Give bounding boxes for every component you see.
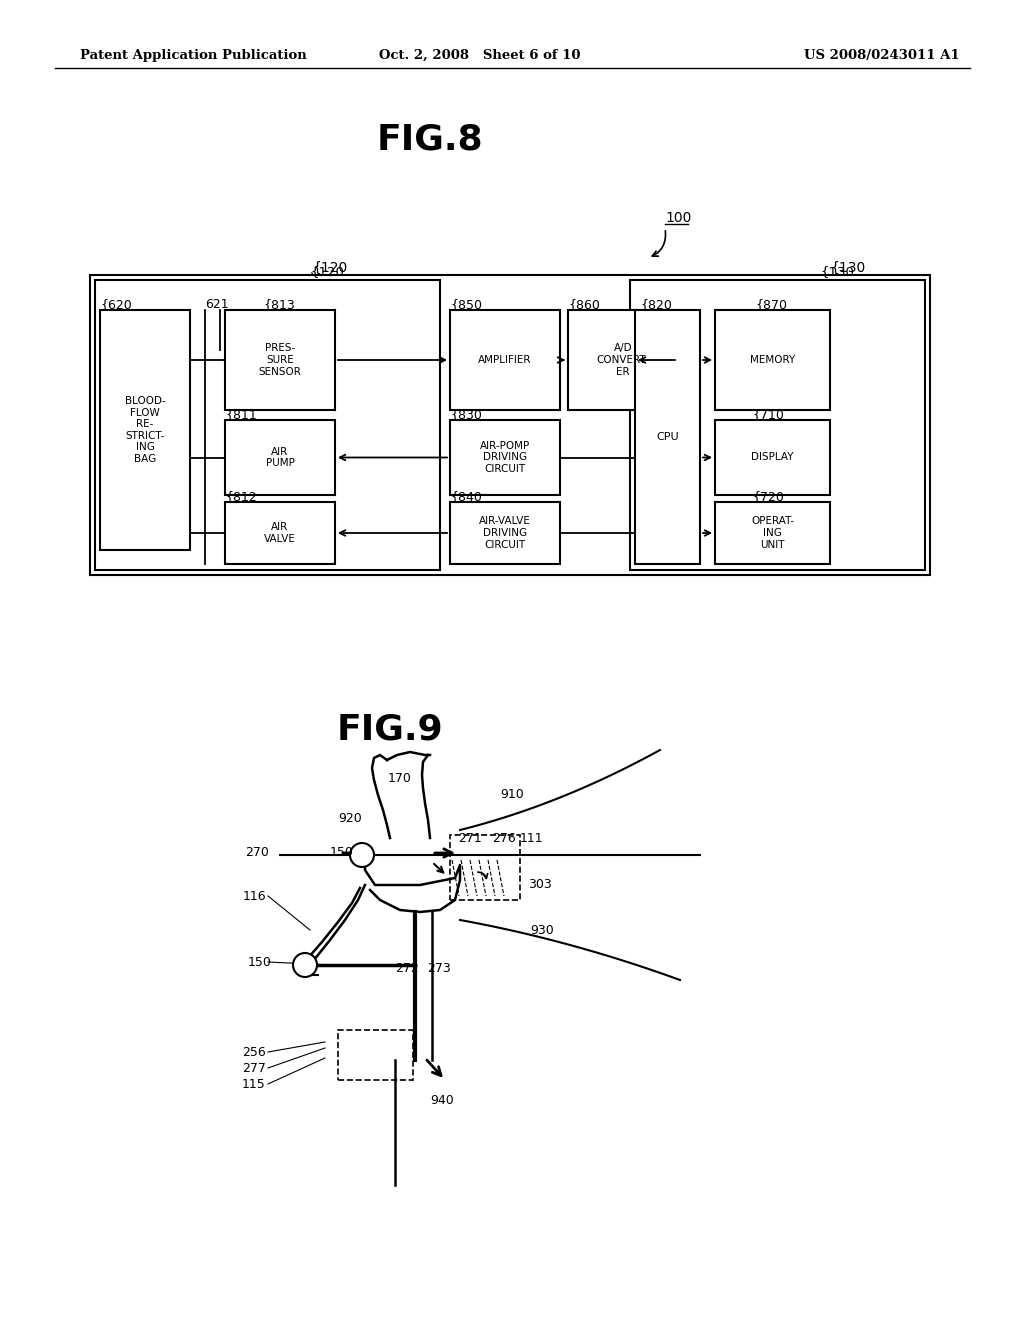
Text: AIR-VALVE
DRIVING
CIRCUIT: AIR-VALVE DRIVING CIRCUIT xyxy=(479,516,530,549)
Text: {620: {620 xyxy=(100,298,132,312)
Text: FIG.8: FIG.8 xyxy=(377,123,483,157)
Bar xyxy=(90,275,930,576)
Text: {130: {130 xyxy=(820,265,854,279)
Text: A/D
CONVERT-
ER: A/D CONVERT- ER xyxy=(597,343,649,376)
Text: Patent Application Publication: Patent Application Publication xyxy=(80,49,307,62)
Bar xyxy=(100,310,190,550)
Text: 271: 271 xyxy=(458,832,481,845)
Text: AMPLIFIER: AMPLIFIER xyxy=(478,355,531,366)
Bar xyxy=(715,502,830,564)
Text: 150: 150 xyxy=(330,846,354,858)
Text: {720: {720 xyxy=(752,491,784,503)
Text: 270: 270 xyxy=(245,846,269,859)
Text: 170: 170 xyxy=(388,771,412,784)
Text: {120: {120 xyxy=(312,261,347,275)
Text: 303: 303 xyxy=(528,879,552,891)
Text: Oct. 2, 2008   Sheet 6 of 10: Oct. 2, 2008 Sheet 6 of 10 xyxy=(379,49,581,62)
Text: 100: 100 xyxy=(665,211,691,224)
Bar xyxy=(225,502,335,564)
Text: {830: {830 xyxy=(450,408,482,421)
Text: 940: 940 xyxy=(430,1093,454,1106)
Text: 277: 277 xyxy=(242,1061,266,1074)
Bar xyxy=(715,310,830,411)
Text: PRES-
SURE
SENSOR: PRES- SURE SENSOR xyxy=(259,343,301,376)
Text: 276: 276 xyxy=(492,832,516,845)
Text: 116: 116 xyxy=(243,890,266,903)
Text: CPU: CPU xyxy=(656,432,679,442)
Text: 115: 115 xyxy=(242,1077,266,1090)
Text: MEMORY: MEMORY xyxy=(750,355,795,366)
Text: DISPLAY: DISPLAY xyxy=(752,453,794,462)
Text: US 2008/0243011 A1: US 2008/0243011 A1 xyxy=(805,49,961,62)
Text: FIG.9: FIG.9 xyxy=(337,713,443,747)
Bar xyxy=(450,420,560,495)
Circle shape xyxy=(293,953,317,977)
Bar xyxy=(95,280,440,570)
Text: 111: 111 xyxy=(520,832,544,845)
Text: 273: 273 xyxy=(427,961,451,974)
Text: AIR
VALVE: AIR VALVE xyxy=(264,523,296,544)
Text: 150: 150 xyxy=(248,956,272,969)
Text: {860: {860 xyxy=(568,298,600,312)
Circle shape xyxy=(350,843,374,867)
Text: {811: {811 xyxy=(225,408,257,421)
Bar xyxy=(450,310,560,411)
Bar xyxy=(450,836,520,900)
Bar xyxy=(225,310,335,411)
Text: 272: 272 xyxy=(395,961,419,974)
Bar xyxy=(225,420,335,495)
Text: {870: {870 xyxy=(755,298,787,312)
Text: {120: {120 xyxy=(310,265,344,279)
Text: {840: {840 xyxy=(450,491,482,503)
Text: BLOOD-
FLOW
RE-
STRICT-
ING
BAG: BLOOD- FLOW RE- STRICT- ING BAG xyxy=(125,396,165,465)
Text: AIR-POMP
DRIVING
CIRCUIT: AIR-POMP DRIVING CIRCUIT xyxy=(480,441,530,474)
Text: {130: {130 xyxy=(830,261,865,275)
Text: AIR
PUMP: AIR PUMP xyxy=(265,446,295,469)
Text: {812: {812 xyxy=(225,491,257,503)
Text: OPERAT-
ING
UNIT: OPERAT- ING UNIT xyxy=(751,516,794,549)
Text: {850: {850 xyxy=(450,298,482,312)
Bar xyxy=(338,1030,413,1080)
Text: 930: 930 xyxy=(530,924,554,936)
Text: 920: 920 xyxy=(338,812,361,825)
Text: 621: 621 xyxy=(205,298,228,312)
Text: {710: {710 xyxy=(752,408,784,421)
Bar xyxy=(450,502,560,564)
Text: 910: 910 xyxy=(500,788,523,801)
Text: 256: 256 xyxy=(242,1045,266,1059)
Bar xyxy=(568,310,678,411)
Text: {820: {820 xyxy=(640,298,672,312)
Bar xyxy=(715,420,830,495)
Bar xyxy=(630,280,925,570)
Text: {813: {813 xyxy=(263,298,295,312)
Bar xyxy=(635,310,700,564)
